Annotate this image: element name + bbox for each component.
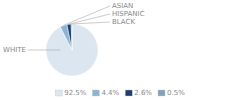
legend-swatch (158, 90, 165, 96)
leader-line (69, 14, 110, 24)
slice-label: ASIAN (112, 2, 133, 10)
slice-label: BLACK (112, 18, 135, 26)
legend-label: 0.5% (167, 89, 185, 97)
slice-label: WHITE (3, 46, 26, 54)
legend-label: 4.4% (101, 89, 119, 97)
legend-label: 2.6% (134, 89, 152, 97)
chart: WHITE ASIANHISPANICBLACK 92.5% 4.4% 2.6% 0.5% (0, 0, 240, 100)
legend-swatch (125, 90, 132, 96)
pie-slice (67, 24, 72, 50)
pie-slice (60, 24, 72, 50)
leader-line (64, 6, 110, 25)
legend-label: 92.5% (64, 89, 87, 97)
leader-line (72, 22, 110, 24)
slice-label: HISPANIC (112, 10, 145, 18)
annotations: WHITE ASIANHISPANICBLACK (3, 2, 145, 54)
legend: 92.5% 4.4% 2.6% 0.5% (55, 89, 185, 97)
pie-slice (71, 24, 73, 50)
leader-line (28, 50, 60, 51)
legend-swatch (92, 90, 99, 96)
legend-swatch (55, 90, 62, 96)
